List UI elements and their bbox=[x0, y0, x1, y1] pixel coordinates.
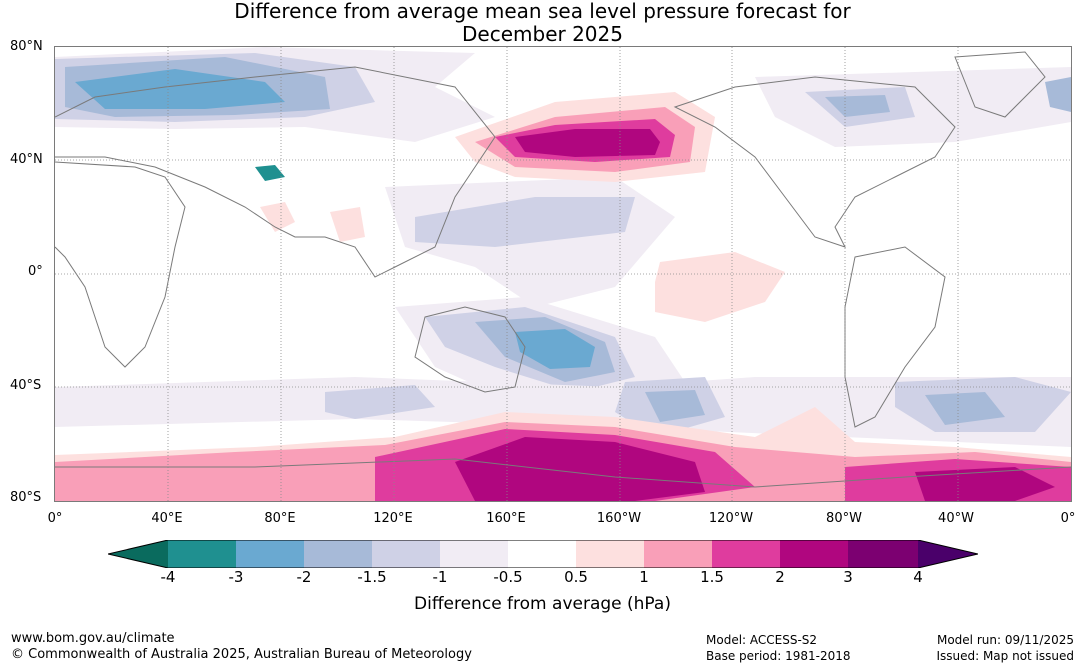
colorbar-bin-0.5-1 bbox=[576, 540, 644, 568]
lat-label-80s: 80°S bbox=[10, 490, 42, 505]
footer-model: Model: ACCESS-S2 bbox=[706, 633, 818, 647]
lat-label-40n: 40°N bbox=[10, 152, 43, 167]
antarctic-high-core-east bbox=[915, 467, 1055, 501]
colorbar-bin-1.5-2 bbox=[712, 540, 780, 568]
lat-label-80n: 80°N bbox=[10, 39, 43, 54]
lon-label-120e: 120°E bbox=[373, 511, 413, 526]
colorbar-tick-4: 4 bbox=[913, 568, 923, 586]
lon-label-0-right: 0° bbox=[1060, 511, 1076, 526]
lat-label-40s: 40°S bbox=[10, 378, 42, 393]
canada-low-outer bbox=[755, 67, 1071, 147]
coastlines bbox=[55, 51, 1071, 488]
lon-label-80w: 80°W bbox=[826, 511, 862, 526]
lon-label-120w: 120°W bbox=[708, 511, 754, 526]
lon-label-160e: 160°E bbox=[486, 511, 526, 526]
central-pacific-high bbox=[655, 252, 785, 322]
colorbar-tick-m1: -1 bbox=[432, 568, 448, 586]
colorbar-bin-m3-m2 bbox=[236, 540, 304, 568]
map-title: Difference from average mean sea level p… bbox=[0, 0, 1085, 46]
colorbar-tick-1: 1 bbox=[639, 568, 649, 586]
pressure-anomaly-map bbox=[54, 46, 1072, 502]
lon-label-0-left: 0° bbox=[47, 511, 63, 526]
footer-website: www.bom.gov.au/climate bbox=[11, 631, 175, 646]
colorbar-tick-m2: -2 bbox=[296, 568, 312, 586]
gridlines bbox=[55, 47, 1071, 501]
coast-africa bbox=[55, 161, 186, 368]
colorbar-bin-m1.5-m1 bbox=[372, 540, 440, 568]
positive-anomaly-regions bbox=[55, 92, 1071, 501]
colorbar-tick-0.5: 0.5 bbox=[564, 568, 588, 586]
title-line-1: Difference from average mean sea level p… bbox=[234, 0, 851, 23]
colorbar bbox=[108, 540, 978, 568]
footer-model-run: Model run: 09/11/2025 bbox=[936, 633, 1074, 647]
south-atlantic-low-core bbox=[925, 392, 1005, 425]
lat-label-0: 0° bbox=[28, 264, 43, 279]
colorbar-bin-1-1.5 bbox=[644, 540, 712, 568]
footer-copyright: © Commonwealth of Australia 2025, Austra… bbox=[11, 647, 472, 662]
footer-issued: Issued: Map not issued bbox=[936, 649, 1074, 663]
antarctic-high-core bbox=[455, 437, 705, 501]
colorbar-tick-1.5: 1.5 bbox=[700, 568, 724, 586]
coast-antarctica bbox=[55, 458, 1071, 488]
southern-ocean-low-1 bbox=[325, 385, 435, 419]
canada-low-core bbox=[825, 95, 890, 117]
colorbar-bin-m2-m1.5 bbox=[304, 540, 372, 568]
coast-eurasia bbox=[55, 66, 496, 278]
colorbar-tick-m1.5: -1.5 bbox=[357, 568, 387, 586]
southern-ocean-low-2-core bbox=[645, 390, 705, 422]
colorbar-bin-m0.5-0.5 bbox=[508, 540, 576, 568]
colorbar-arrow-low bbox=[108, 540, 168, 568]
north-pacific-high-core bbox=[515, 129, 660, 157]
india-high bbox=[260, 202, 295, 232]
colorbar-tick-2: 2 bbox=[775, 568, 785, 586]
colorbar-arrow-high bbox=[918, 540, 978, 568]
title-line-2: December 2025 bbox=[462, 22, 623, 46]
atlantic-low-east bbox=[1045, 77, 1071, 112]
colorbar-bin-m1-m0.5 bbox=[440, 540, 508, 568]
coast-north-america bbox=[673, 76, 956, 248]
coast-greenland bbox=[954, 51, 1046, 118]
caspian-low bbox=[255, 165, 285, 181]
colorbar-bin-m4-m3 bbox=[168, 540, 236, 568]
colorbar-label: Difference from average (hPa) bbox=[414, 594, 671, 614]
colorbar-tick-m4: -4 bbox=[160, 568, 176, 586]
colorbar-bin-2-3 bbox=[780, 540, 848, 568]
lon-label-40w: 40°W bbox=[938, 511, 974, 526]
colorbar-tick-m0.5: -0.5 bbox=[493, 568, 523, 586]
colorbar-tick-m3: -3 bbox=[228, 568, 244, 586]
colorbar-tick-3: 3 bbox=[843, 568, 853, 586]
colorbar-bin-3-4 bbox=[848, 540, 918, 568]
lon-label-40e: 40°E bbox=[151, 511, 183, 526]
map-canvas bbox=[55, 47, 1071, 501]
se-asia-high bbox=[330, 207, 365, 242]
lon-label-80e: 80°E bbox=[264, 511, 296, 526]
lon-label-160w: 160°W bbox=[596, 511, 642, 526]
coast-south-america bbox=[844, 246, 946, 428]
footer-base-period: Base period: 1981-2018 bbox=[706, 649, 851, 663]
pacific-low-mid bbox=[415, 197, 635, 247]
australia-low-core bbox=[515, 329, 595, 369]
